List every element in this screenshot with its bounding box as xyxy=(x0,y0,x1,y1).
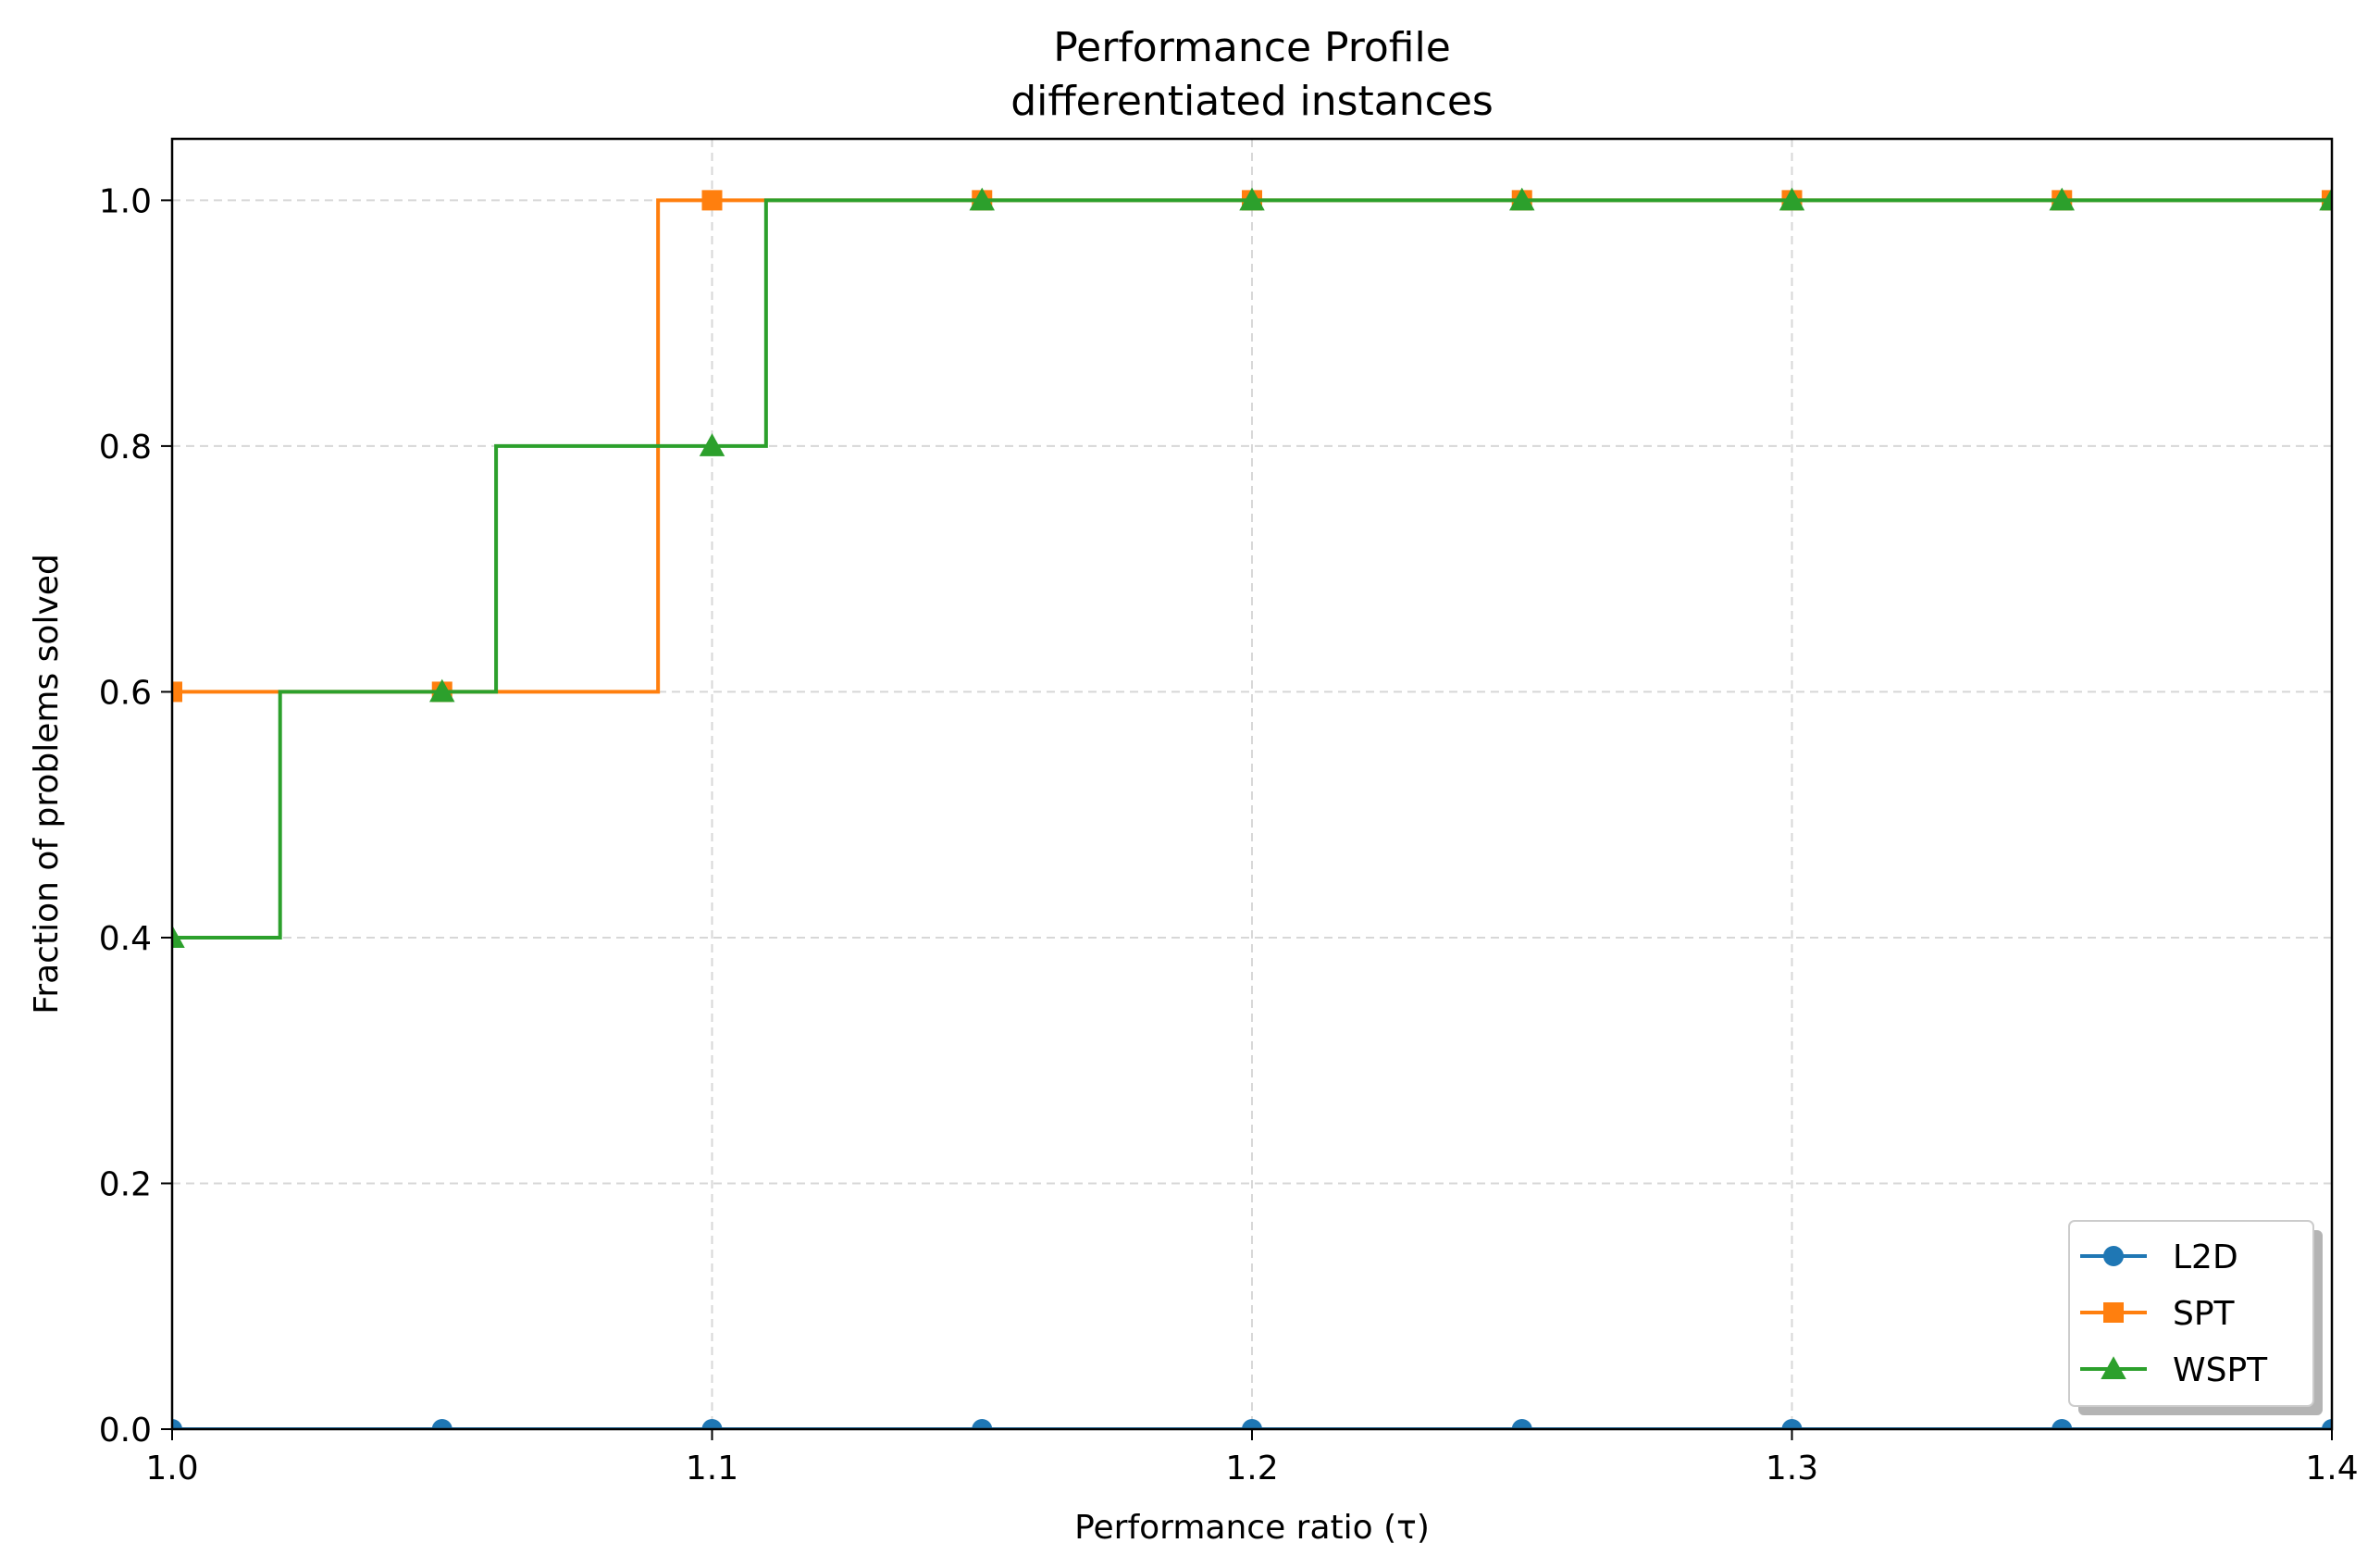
wspt-marker xyxy=(969,187,995,211)
legend-label-l2d: L2D xyxy=(2173,1238,2238,1276)
wspt-marker xyxy=(172,925,185,948)
y-tick-label: 0.2 xyxy=(99,1165,152,1203)
wspt-marker xyxy=(1779,187,1805,211)
wspt-marker xyxy=(2319,187,2332,211)
legend-box xyxy=(2068,1220,2314,1407)
legend-entries: L2D SPT WSPT xyxy=(2080,1238,2268,1389)
x-tick-label: 1.3 xyxy=(1766,1450,1818,1487)
l2d-series xyxy=(172,1419,2332,1429)
y-tick-label: 0.4 xyxy=(99,920,152,958)
l2d-marker xyxy=(431,1419,452,1429)
wspt-marker xyxy=(1509,187,1535,211)
l2d-marker xyxy=(701,1419,723,1429)
y-tick-label: 1.0 xyxy=(99,182,152,220)
x-tick-label: 1.1 xyxy=(686,1450,738,1487)
x-axis-label: Performance ratio (τ) xyxy=(1074,1509,1430,1547)
legend-marker-spt xyxy=(2103,1302,2124,1323)
axis-ticks: 1.0 1.1 1.2 1.3 1.4 0.0 0.2 0.4 0.6 0.8 1.0 xyxy=(99,182,2359,1487)
l2d-marker xyxy=(1242,1419,1262,1429)
y-tick-label: 0.0 xyxy=(99,1412,152,1450)
spt-marker xyxy=(172,681,182,703)
x-tick-label: 1.2 xyxy=(1225,1450,1278,1487)
series-layer xyxy=(172,187,2332,1429)
l2d-marker xyxy=(172,1419,182,1429)
legend-label-wspt: WSPT xyxy=(2173,1351,2268,1389)
chart-subtitle: differentiated instances xyxy=(1010,78,1494,125)
wspt-marker xyxy=(2049,187,2075,211)
chart-title: Performance Profile xyxy=(1053,24,1451,71)
x-tick-label: 1.0 xyxy=(145,1450,198,1487)
wspt-step-line xyxy=(172,198,2332,940)
legend-label-spt: SPT xyxy=(2173,1295,2236,1333)
l2d-marker xyxy=(2052,1419,2073,1429)
y-tick-label: 0.8 xyxy=(99,429,152,467)
legend: L2D SPT WSPT xyxy=(2068,1220,2323,1415)
wspt-marker xyxy=(699,433,725,456)
y-axis-label: Fraction of problems solved xyxy=(28,554,66,1014)
wspt-series xyxy=(172,187,2332,948)
l2d-marker xyxy=(1781,1419,1803,1429)
legend-marker-wspt xyxy=(2101,1356,2126,1379)
legend-marker-l2d xyxy=(2103,1246,2124,1266)
l2d-marker xyxy=(2322,1419,2332,1429)
wspt-marker xyxy=(429,678,455,703)
y-tick-label: 0.6 xyxy=(99,674,152,712)
x-tick-label: 1.4 xyxy=(2305,1450,2358,1487)
wspt-marker xyxy=(1239,187,1265,211)
l2d-marker xyxy=(1511,1419,1532,1429)
l2d-marker xyxy=(972,1419,993,1429)
spt-marker xyxy=(701,190,723,211)
